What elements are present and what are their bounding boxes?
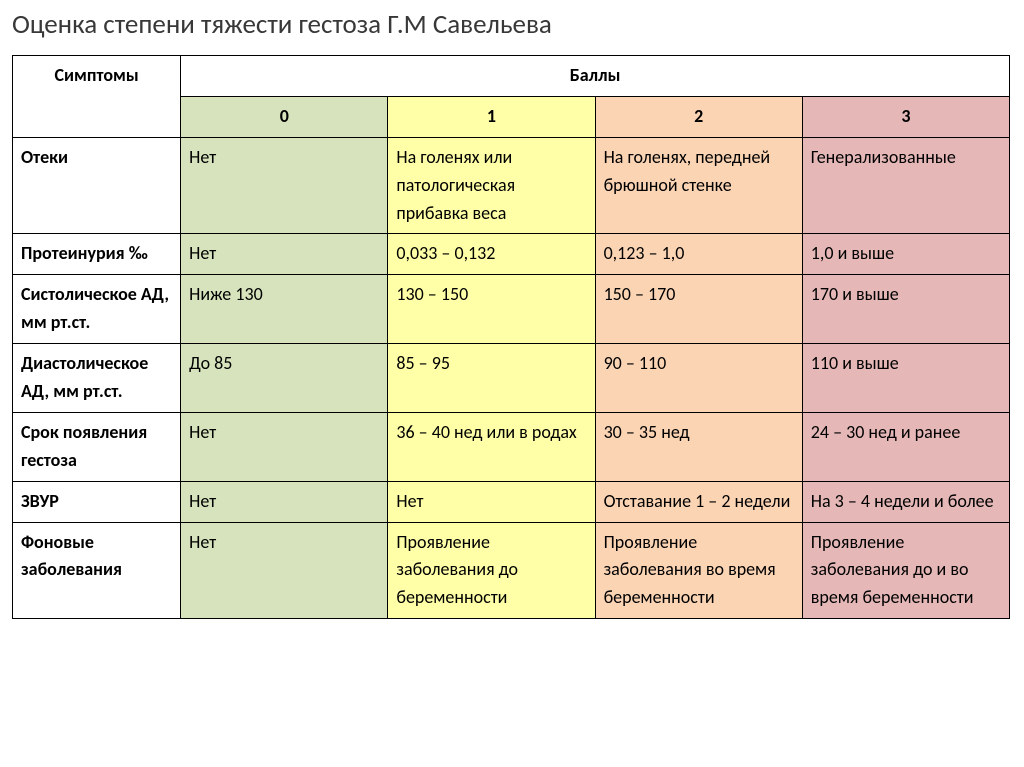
score-cell: Нет	[181, 137, 388, 234]
score-cell: 85 – 95	[388, 344, 595, 413]
score-cell: Проявление заболевания во время беременн…	[595, 522, 802, 619]
score-cell: 110 и выше	[802, 344, 1009, 413]
score-cell: Нет	[181, 234, 388, 275]
symptom-cell: Протеинурия ‰	[13, 234, 181, 275]
symptom-cell: Отеки	[13, 137, 181, 234]
score-cell: Проявление заболевания до беременности	[388, 522, 595, 619]
score-cell: На 3 – 4 недели и более	[802, 481, 1009, 522]
score-cell: Нет	[388, 481, 595, 522]
score-cell: 0,033 – 0,132	[388, 234, 595, 275]
symptom-cell: ЗВУР	[13, 481, 181, 522]
header-symptoms: Симптомы	[13, 56, 181, 138]
score-cell: 90 – 110	[595, 344, 802, 413]
gestosis-severity-table: Симптомы Баллы 0 1 2 3 ОтекиНетНа голеня…	[12, 55, 1010, 619]
score-cell: 150 – 170	[595, 275, 802, 344]
score-label-3: 3	[802, 96, 1009, 137]
score-cell: 24 – 30 нед и ранее	[802, 412, 1009, 481]
score-cell: Генерализованные	[802, 137, 1009, 234]
table-row: ОтекиНетНа голенях или патологическая пр…	[13, 137, 1010, 234]
score-cell: Нет	[181, 522, 388, 619]
symptom-cell: Систолическое АД, мм рт.ст.	[13, 275, 181, 344]
score-label-0: 0	[181, 96, 388, 137]
score-cell: 130 – 150	[388, 275, 595, 344]
table-body: ОтекиНетНа голенях или патологическая пр…	[13, 137, 1010, 618]
score-cell: Нет	[181, 412, 388, 481]
score-cell: 170 и выше	[802, 275, 1009, 344]
symptom-cell: Фоновые заболевания	[13, 522, 181, 619]
score-cell: Ниже 130	[181, 275, 388, 344]
table-row: Срок появления гестозаНет36 – 40 нед или…	[13, 412, 1010, 481]
score-cell: 0,123 – 1,0	[595, 234, 802, 275]
score-cell: На голенях, передней брюшной стенке	[595, 137, 802, 234]
table-row: Диастолическое АД, мм рт.ст.До 8585 – 95…	[13, 344, 1010, 413]
score-cell: До 85	[181, 344, 388, 413]
symptom-cell: Срок появления гестоза	[13, 412, 181, 481]
table-row: ЗВУРНетНетОтставание 1 – 2 неделиНа 3 – …	[13, 481, 1010, 522]
table-row: Протеинурия ‰Нет0,033 – 0,1320,123 – 1,0…	[13, 234, 1010, 275]
score-label-1: 1	[388, 96, 595, 137]
score-label-2: 2	[595, 96, 802, 137]
table-row: Фоновые заболеванияНетПроявление заболев…	[13, 522, 1010, 619]
table-row: Систолическое АД, мм рт.ст.Ниже 130130 –…	[13, 275, 1010, 344]
score-cell: Нет	[181, 481, 388, 522]
score-cell: На голенях или патологическая прибавка в…	[388, 137, 595, 234]
page-title: Оценка степени тяжести гестоза Г.М Савел…	[12, 8, 1012, 41]
score-cell: 30 – 35 нед	[595, 412, 802, 481]
score-cell: Отставание 1 – 2 недели	[595, 481, 802, 522]
symptom-cell: Диастолическое АД, мм рт.ст.	[13, 344, 181, 413]
score-cell: Проявление заболевания до и во время бер…	[802, 522, 1009, 619]
score-cell: 1,0 и выше	[802, 234, 1009, 275]
header-scores: Баллы	[181, 56, 1010, 97]
score-cell: 36 – 40 нед или в родах	[388, 412, 595, 481]
